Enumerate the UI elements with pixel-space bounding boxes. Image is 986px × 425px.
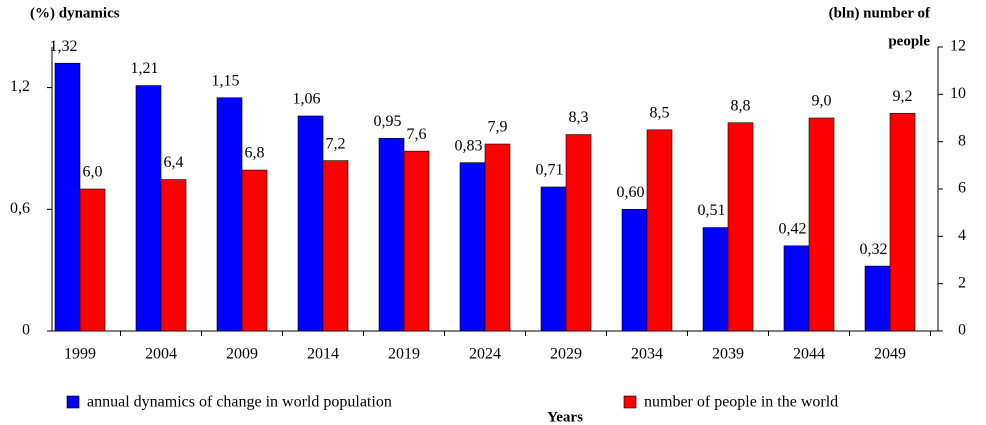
x-tick-label: 2014 bbox=[307, 346, 339, 363]
value-label: 1,15 bbox=[212, 72, 240, 89]
y2-tick-label: 10 bbox=[950, 85, 966, 102]
value-label: 0,83 bbox=[455, 137, 483, 154]
y-tick-label: 0 bbox=[22, 322, 30, 339]
bar bbox=[702, 227, 729, 332]
value-label: 7,6 bbox=[407, 126, 427, 143]
x-tick-label: 2049 bbox=[874, 346, 906, 363]
y-axis-label: (%) dynamics bbox=[30, 5, 120, 21]
x-tick-label: 2009 bbox=[226, 346, 258, 363]
value-label: 9,2 bbox=[893, 88, 913, 105]
y2-tick-label: 12 bbox=[950, 38, 966, 55]
bar bbox=[54, 62, 81, 332]
bar bbox=[646, 129, 673, 332]
bar bbox=[621, 208, 648, 332]
bar bbox=[808, 117, 835, 332]
legend-label: number of people in the world bbox=[644, 394, 838, 411]
x-tick-label: 2029 bbox=[550, 346, 582, 363]
bar bbox=[322, 160, 349, 332]
bar bbox=[216, 97, 243, 332]
value-label: 1,32 bbox=[50, 38, 78, 55]
value-label: 6,4 bbox=[164, 154, 184, 171]
x-tick-label: 1999 bbox=[64, 346, 96, 363]
y2-tick-label: 0 bbox=[958, 322, 966, 339]
y2-axis-label: (bln) number of bbox=[829, 5, 931, 21]
legend-label: annual dynamics of change in world popul… bbox=[87, 394, 392, 411]
x-tick-label: 2034 bbox=[631, 346, 663, 363]
bar bbox=[484, 143, 511, 332]
bar bbox=[160, 179, 187, 332]
y2-tick-label: 8 bbox=[958, 132, 966, 149]
value-label: 6,8 bbox=[245, 145, 265, 162]
value-label: 1,06 bbox=[293, 91, 321, 108]
y2-axis-label: people bbox=[888, 33, 930, 49]
y2-tick-label: 6 bbox=[958, 180, 966, 197]
value-label: 0,32 bbox=[860, 241, 888, 258]
x-tick-label: 2044 bbox=[793, 346, 825, 363]
x-tick-label: 2019 bbox=[388, 346, 420, 363]
value-label: 0,60 bbox=[617, 184, 645, 201]
bar bbox=[403, 150, 430, 332]
bar bbox=[135, 85, 162, 332]
value-label: 0,51 bbox=[698, 202, 726, 219]
bar bbox=[727, 122, 754, 332]
bar bbox=[459, 162, 486, 332]
value-label: 7,9 bbox=[488, 119, 508, 136]
x-tick-label: 2039 bbox=[712, 346, 744, 363]
value-label: 9,0 bbox=[812, 93, 832, 110]
bar bbox=[864, 265, 891, 332]
legend-swatch bbox=[623, 395, 637, 409]
value-label: 1,21 bbox=[131, 60, 159, 77]
bar bbox=[540, 186, 567, 332]
y2-tick-label: 2 bbox=[958, 274, 966, 291]
bar bbox=[889, 112, 916, 332]
y-tick-label: 1,2 bbox=[10, 78, 30, 95]
value-label: 8,5 bbox=[650, 105, 670, 122]
y-tick-label: 0,6 bbox=[10, 200, 30, 217]
bar bbox=[378, 137, 405, 332]
bar bbox=[297, 115, 324, 332]
value-label: 6,0 bbox=[83, 164, 103, 181]
bar bbox=[565, 134, 592, 332]
x-axis-label: Years bbox=[547, 409, 583, 425]
bar bbox=[241, 169, 268, 332]
legend-swatch bbox=[66, 395, 80, 409]
value-label: 7,2 bbox=[326, 135, 346, 152]
value-label: 8,8 bbox=[731, 97, 751, 114]
value-label: 0,95 bbox=[374, 113, 402, 130]
y2-tick-label: 4 bbox=[958, 227, 966, 244]
value-label: 0,42 bbox=[779, 220, 807, 237]
bar bbox=[79, 188, 106, 332]
bar bbox=[783, 245, 810, 332]
value-label: 0,71 bbox=[536, 162, 564, 179]
x-tick-label: 2004 bbox=[145, 346, 177, 363]
x-tick-label: 2024 bbox=[469, 346, 501, 363]
value-label: 8,3 bbox=[569, 109, 589, 126]
